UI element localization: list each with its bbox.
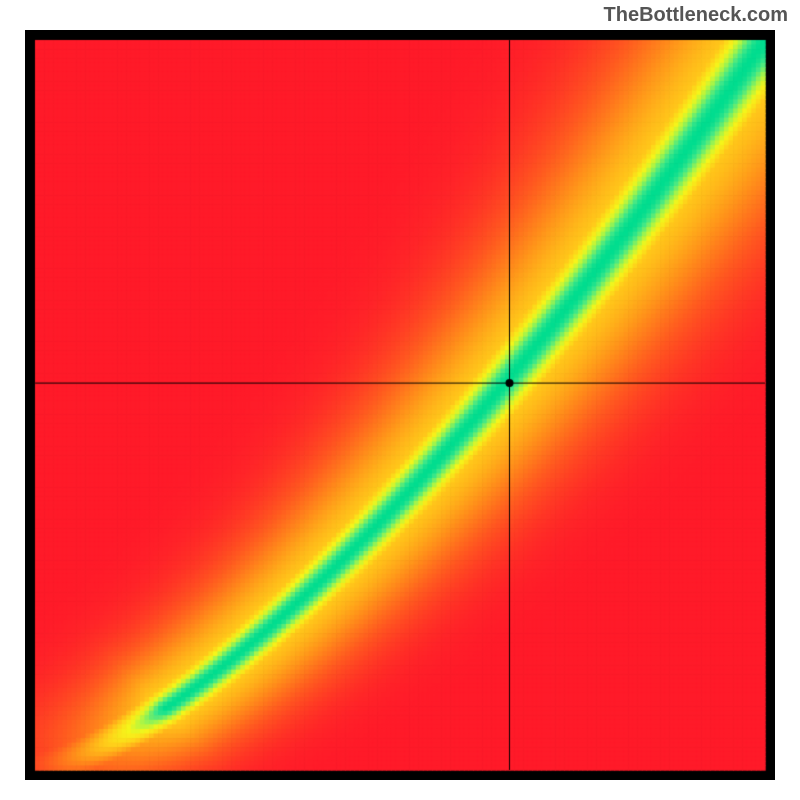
plot-area bbox=[25, 30, 775, 780]
watermark-text: TheBottleneck.com bbox=[604, 4, 788, 27]
chart-container: TheBottleneck.com bbox=[0, 0, 800, 800]
crosshair-overlay bbox=[25, 30, 775, 780]
